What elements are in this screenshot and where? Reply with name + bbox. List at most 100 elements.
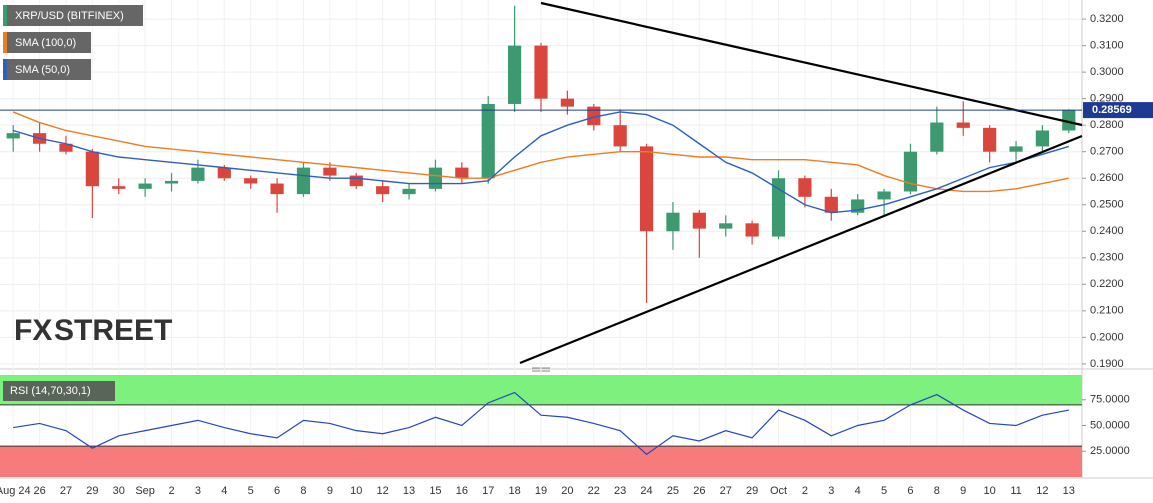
overlay: 0.28569 XRP/USD (BITFINEX) SMA (100,0) SMA … (0, 5, 1153, 401)
candle-body (560, 98, 574, 107)
candle-body (666, 212, 680, 232)
candle-body (613, 125, 627, 147)
x-tick-label: 4 (221, 485, 227, 497)
candle-body (534, 45, 548, 99)
candle-body (217, 167, 231, 179)
x-tick-label: 2 (168, 485, 174, 497)
x-tick-label: 11 (1010, 485, 1021, 497)
legend-box (3, 5, 143, 26)
candle-body (877, 191, 891, 200)
candle-body (323, 167, 337, 176)
candle-body (903, 151, 918, 192)
x-tick-label: 8 (934, 485, 940, 497)
x-tick-label: 20 (561, 485, 573, 497)
y-tick-label: 0.2200 (1090, 278, 1124, 290)
y-tick-label: 0.3100 (1090, 40, 1124, 52)
y-tick-label: 75.0000 (1090, 394, 1130, 406)
sma-line (12, 111, 1070, 214)
y-tick-label: 0.2800 (1090, 119, 1124, 131)
trend-line (519, 134, 1083, 365)
x-tick-label: 26 (33, 485, 45, 497)
y-tick-label: 0.2000 (1090, 331, 1124, 343)
x-tick-label: 10 (984, 485, 996, 497)
oversold-band (0, 446, 1082, 477)
x-tick-label: 10 (350, 485, 362, 497)
candle-body (349, 175, 363, 187)
candle-body (402, 188, 416, 195)
x-tick-label: Aug 24 (0, 485, 31, 497)
candle-body (1062, 110, 1076, 131)
candle-body (191, 167, 205, 181)
y-tick-label: 0.2500 (1090, 199, 1124, 211)
x-tick-label: 6 (907, 485, 913, 497)
x-tick-label: 2 (802, 485, 808, 497)
legend-label: SMA (100,0) (15, 37, 76, 49)
x-tick-label: Oct (770, 485, 787, 497)
x-tick-label: 17 (482, 485, 494, 497)
candle-body (1035, 130, 1050, 147)
x-tick-label: 3 (195, 485, 201, 497)
candle-body (798, 178, 812, 197)
candle-body (112, 186, 126, 189)
candle-body (296, 167, 311, 195)
x-tick-label: 29 (86, 485, 98, 497)
candle-body (164, 180, 179, 184)
x-tick-label: 23 (614, 485, 626, 497)
legend-label: RSI (14,70,30,1) (10, 385, 91, 397)
candle-body (455, 167, 469, 179)
x-tick-label: 27 (720, 485, 732, 497)
x-tick-label: 9 (327, 485, 333, 497)
x-tick-label: 9 (960, 485, 966, 497)
candle-body (771, 178, 786, 237)
overbought-band (0, 375, 1082, 405)
y-tick-label: 0.2700 (1090, 146, 1124, 158)
candle-body (587, 106, 601, 126)
legend-box (3, 59, 91, 80)
candle-body (244, 178, 258, 184)
watermark: STREET (54, 314, 172, 347)
candle-body (481, 103, 495, 179)
candle-body (1009, 146, 1023, 152)
x-tick-label: 22 (588, 485, 600, 497)
rsi-line (13, 391, 1069, 456)
x-tick-label: 12 (377, 485, 389, 497)
watermark: FX (14, 314, 52, 347)
candle-body (719, 223, 733, 229)
legend-swatch (3, 59, 7, 80)
candle-body (745, 223, 759, 237)
last-price-box (1083, 102, 1153, 119)
legend-swatch (3, 5, 7, 26)
x-tick-label: 30 (113, 485, 125, 497)
candle-body (6, 133, 20, 139)
candle-body (59, 143, 73, 152)
candle-body (930, 122, 944, 152)
x-tick-label: 13 (403, 485, 415, 497)
y-tick-label: 0.1900 (1090, 358, 1124, 370)
candle-body (956, 122, 970, 128)
y-tick-label: 0.2400 (1090, 225, 1124, 237)
x-tick-label: 29 (746, 485, 758, 497)
x-tick-label: 8 (300, 485, 306, 497)
trend-line (540, 1, 1083, 127)
candle-body (824, 196, 838, 213)
legend-label: SMA (50,0) (15, 64, 70, 76)
legend-swatch (3, 32, 7, 53)
candle-body (508, 45, 522, 104)
x-tick-label: 18 (508, 485, 520, 497)
candle-body (85, 151, 99, 187)
candle-body (639, 146, 654, 232)
legend-label: XRP/USD (BITFINEX) (15, 10, 124, 22)
y-tick-label: 0.3200 (1090, 13, 1124, 25)
x-tick-label: 16 (456, 485, 468, 497)
y-tick-label: 0.2900 (1090, 93, 1124, 105)
legend-box (3, 381, 115, 401)
x-tick-label: 3 (828, 485, 834, 497)
candle-body (692, 212, 706, 229)
legend-box (3, 32, 91, 53)
y-tick-label: 0.2100 (1090, 305, 1124, 317)
x-tick-label: 13 (1063, 485, 1075, 497)
candle-body (428, 167, 443, 189)
candle-body (270, 183, 284, 195)
